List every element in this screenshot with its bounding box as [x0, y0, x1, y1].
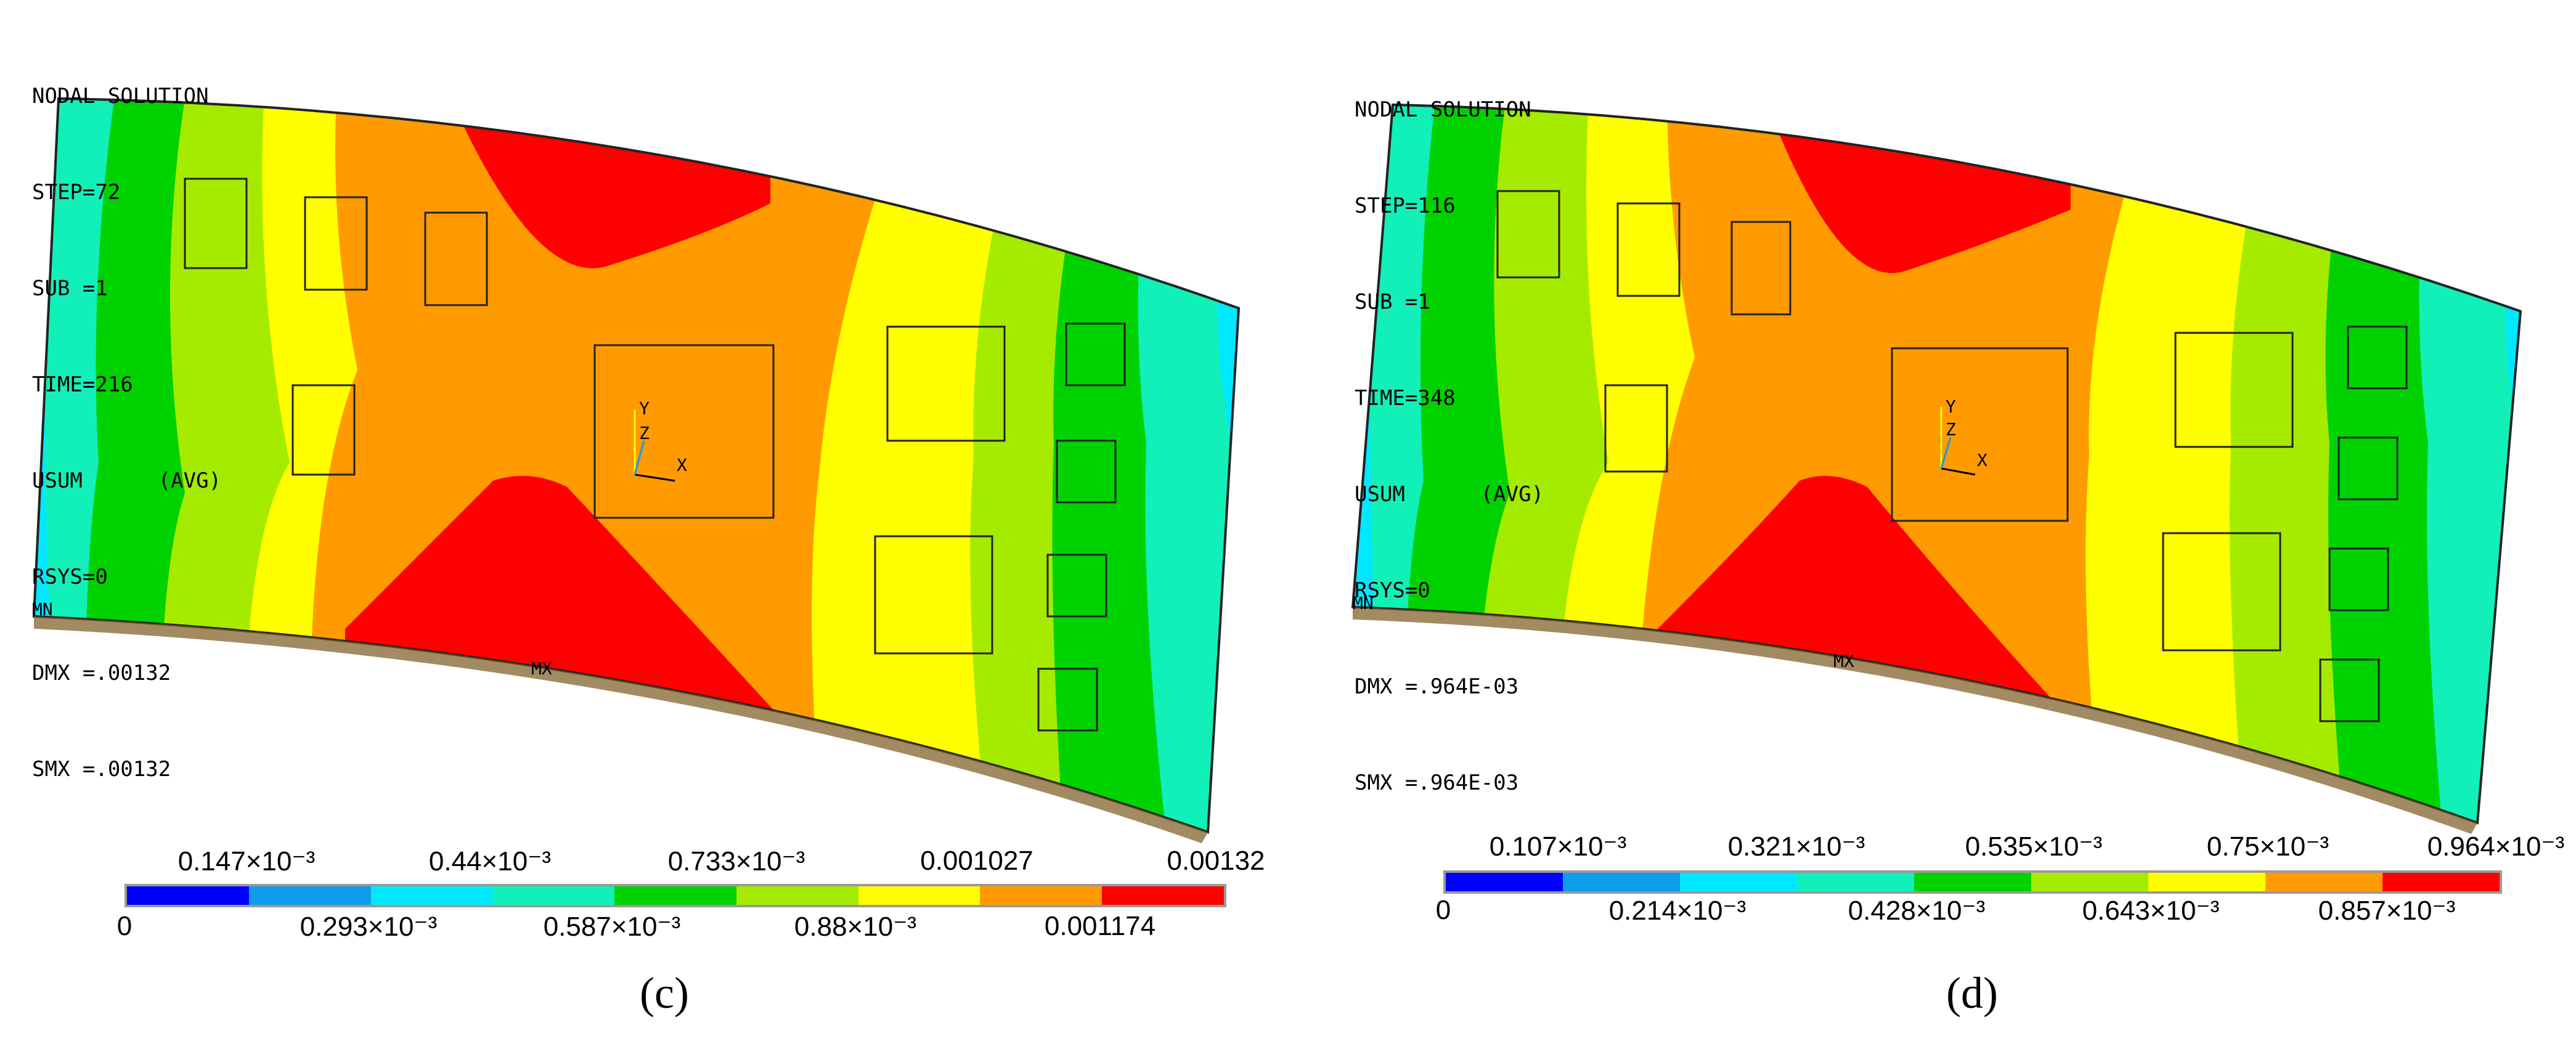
- scale-segment: [492, 886, 615, 905]
- info-rsys: RSYS=0: [1355, 578, 1430, 603]
- scale-segment: [1102, 886, 1225, 905]
- scale-segment: [1446, 873, 1563, 891]
- scale-bottom-label-4: 0.643×10⁻³: [2082, 896, 2220, 926]
- scale-segment: [736, 886, 858, 905]
- scale-segment: [2265, 873, 2382, 891]
- component-boxes-d: [1496, 190, 2408, 722]
- panel-c: NODAL SOLUTION STEP=72 SUB =1 TIME=216 U…: [32, 16, 1265, 1018]
- info-step: STEP=116: [1355, 194, 1456, 218]
- info-block-d: NODAL SOLUTION STEP=116 SUB =1 TIME=348 …: [1355, 30, 1544, 863]
- scale-segment: [1914, 873, 2031, 891]
- scale-bottom-label-4: 0.88×10⁻³: [794, 912, 917, 942]
- scale-bottom-label-1: 0: [1435, 895, 1451, 925]
- info-sub: SUB =1: [1355, 290, 1430, 314]
- scale-top-label-4: 0.75×10⁻³: [2206, 832, 2329, 862]
- scale-segment: [2382, 873, 2500, 891]
- scale-segment: [1563, 873, 1680, 891]
- info-dmx: DMX =.00132: [32, 661, 171, 685]
- info-block-c: NODAL SOLUTION STEP=72 SUB =1 TIME=216 U…: [32, 16, 221, 849]
- scale-segment: [858, 886, 980, 905]
- scale-top-label-5: 0.964×10⁻³: [2427, 832, 2565, 862]
- scale-top-label-5: 0.00132: [1167, 846, 1265, 876]
- axis-y-label: Y: [1946, 396, 1956, 417]
- panel-caption-c: (c): [640, 968, 689, 1018]
- mn-label: MN: [1353, 593, 1374, 613]
- color-scale-d: [1443, 870, 2502, 894]
- color-scale-c: [124, 884, 1226, 907]
- info-sub: SUB =1: [32, 276, 108, 301]
- info-title: NODAL SOLUTION: [32, 84, 209, 108]
- info-usum: USUM (AVG): [32, 468, 222, 493]
- axis-x-label: X: [1977, 450, 1987, 470]
- scale-top-label-1: 0.147×10⁻³: [177, 846, 316, 877]
- axis-triad-c: [634, 410, 675, 482]
- scale-segment: [1680, 873, 1797, 891]
- info-smx: SMX =.964E-03: [1355, 770, 1519, 795]
- axis-z-label: Z: [639, 423, 650, 443]
- axis-z-label: Z: [1946, 419, 1956, 439]
- mn-label: MN: [32, 599, 53, 619]
- scale-segment: [248, 886, 371, 905]
- contour-plot-d: [1351, 103, 2522, 834]
- scale-bottom-label-1: 0: [116, 911, 132, 941]
- scale-bottom-label-2: 0.214×10⁻³: [1608, 896, 1747, 926]
- scale-top-label-2: 0.321×10⁻³: [1727, 832, 1865, 862]
- axis-y-label: Y: [639, 398, 650, 419]
- info-rsys: RSYS=0: [32, 565, 108, 589]
- panel-caption-d: (d): [1946, 968, 1998, 1018]
- info-smx: SMX =.00132: [32, 757, 171, 782]
- scale-segment: [370, 886, 493, 905]
- scale-segment: [614, 886, 736, 905]
- scale-bottom-label-5: 0.857×10⁻³: [2318, 896, 2456, 926]
- scale-bottom-label-3: 0.428×10⁻³: [1848, 896, 1986, 926]
- contour-plot-c: [32, 97, 1241, 843]
- info-title: NODAL SOLUTION: [1355, 97, 1531, 122]
- scale-bottom-label-2: 0.293×10⁻³: [300, 912, 438, 942]
- info-dmx: DMX =.964E-03: [1355, 674, 1519, 699]
- scale-segment: [127, 886, 249, 905]
- scale-top-label-1: 0.107×10⁻³: [1489, 832, 1627, 862]
- scale-top-label-3: 0.535×10⁻³: [1965, 832, 2103, 862]
- mx-label: MX: [531, 658, 552, 679]
- info-time: TIME=216: [32, 372, 133, 397]
- scale-top-label-3: 0.733×10⁻³: [667, 846, 805, 877]
- scale-bottom-label-5: 0.001174: [1044, 911, 1156, 941]
- scale-top-label-4: 0.001027: [920, 846, 1033, 876]
- scale-segment: [1797, 873, 1914, 891]
- info-step: STEP=72: [32, 180, 121, 205]
- scale-bottom-label-3: 0.587×10⁻³: [543, 912, 681, 942]
- axis-triad-d: [1940, 407, 1976, 476]
- info-time: TIME=348: [1355, 386, 1456, 411]
- scale-top-label-2: 0.44×10⁻³: [428, 846, 552, 877]
- scale-segment: [2148, 873, 2265, 891]
- scale-segment: [980, 886, 1103, 905]
- mx-label: MX: [1833, 651, 1854, 671]
- component-boxes-c: [184, 178, 1126, 732]
- panel-d: NODAL SOLUTION STEP=116 SUB =1 TIME=348 …: [1288, 0, 2576, 1038]
- info-usum: USUM (AVG): [1355, 482, 1544, 507]
- scale-segment: [2031, 873, 2148, 891]
- axis-x-label: X: [677, 455, 687, 475]
